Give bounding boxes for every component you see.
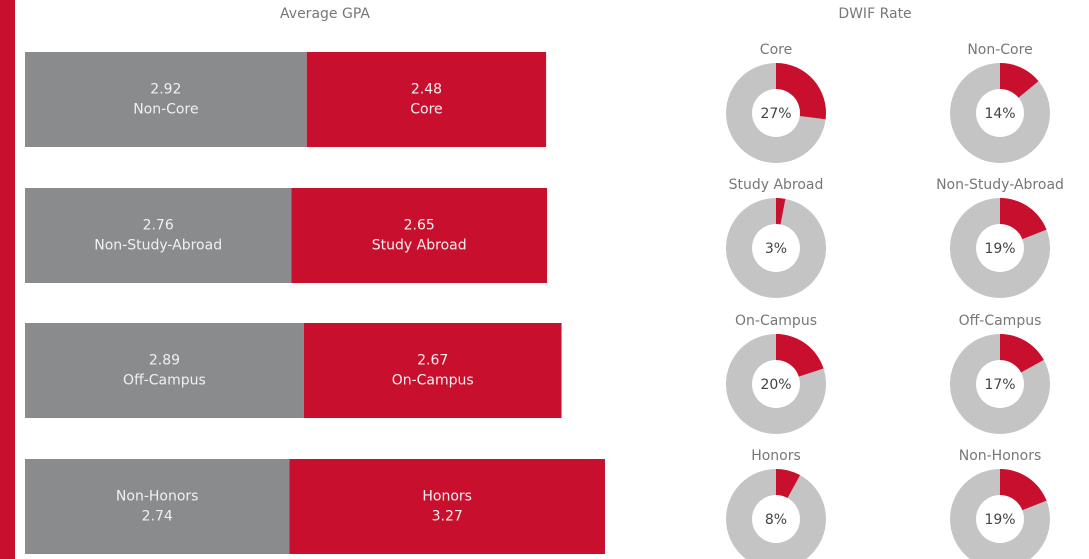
donut-value: 17%: [984, 377, 1015, 393]
donut-label: Core: [760, 42, 792, 58]
bar-label: Non-Core: [133, 102, 198, 118]
donut-hole: [752, 360, 800, 408]
donut-hole: [976, 360, 1024, 408]
bar-segment: [25, 188, 292, 283]
donut-label: Non-Honors: [959, 448, 1042, 464]
bar-segment: [25, 459, 290, 554]
accent-strip: [0, 0, 15, 559]
bar-label: Off-Campus: [123, 373, 206, 389]
donut-hole: [976, 495, 1024, 543]
donut-hole: [752, 495, 800, 543]
donut-label: Non-Core: [967, 42, 1032, 58]
bar-label: 2.74: [142, 509, 173, 525]
donut-value: 8%: [765, 512, 787, 528]
bar-segment: [289, 459, 605, 554]
donut-value: 20%: [760, 377, 791, 393]
donut-label: Non-Study-Abroad: [936, 177, 1064, 193]
bar-segment: [303, 323, 562, 418]
bar-segment: [291, 188, 548, 283]
chart-title: Average GPA: [280, 6, 370, 22]
donut-hole: [752, 224, 800, 272]
donut-hole: [976, 224, 1024, 272]
bar-segment: [25, 52, 307, 147]
donut-hole: [976, 89, 1024, 137]
donut-value: 19%: [984, 512, 1015, 528]
donut-value: 3%: [765, 241, 787, 257]
bar-segment: [25, 323, 304, 418]
donut-label: On-Campus: [735, 313, 817, 329]
donut-value: 14%: [984, 106, 1015, 122]
bar-label: Study Abroad: [372, 238, 467, 254]
bar-label: 2.92: [150, 82, 181, 98]
bar-label: 2.76: [143, 218, 174, 234]
donut-value: 19%: [984, 241, 1015, 257]
bar-label: Core: [410, 102, 442, 118]
bar-label: On-Campus: [392, 373, 474, 389]
bar-label: Honors: [422, 489, 472, 505]
bar-label: 2.65: [404, 218, 435, 234]
donut-label: Study Abroad: [729, 177, 824, 193]
donut-label: Off-Campus: [959, 313, 1042, 329]
bar-label: 3.27: [432, 509, 463, 525]
bar-label: 2.89: [149, 353, 180, 369]
chart-title: DWIF Rate: [838, 6, 911, 22]
bar-label: 2.48: [411, 82, 442, 98]
bar-label: Non-Honors: [116, 489, 199, 505]
donut-hole: [752, 89, 800, 137]
donut-value: 27%: [760, 106, 791, 122]
bar-label: 2.67: [417, 353, 448, 369]
bar-segment: [306, 52, 547, 147]
donut-label: Honors: [751, 448, 801, 464]
bar-label: Non-Study-Abroad: [94, 238, 222, 254]
